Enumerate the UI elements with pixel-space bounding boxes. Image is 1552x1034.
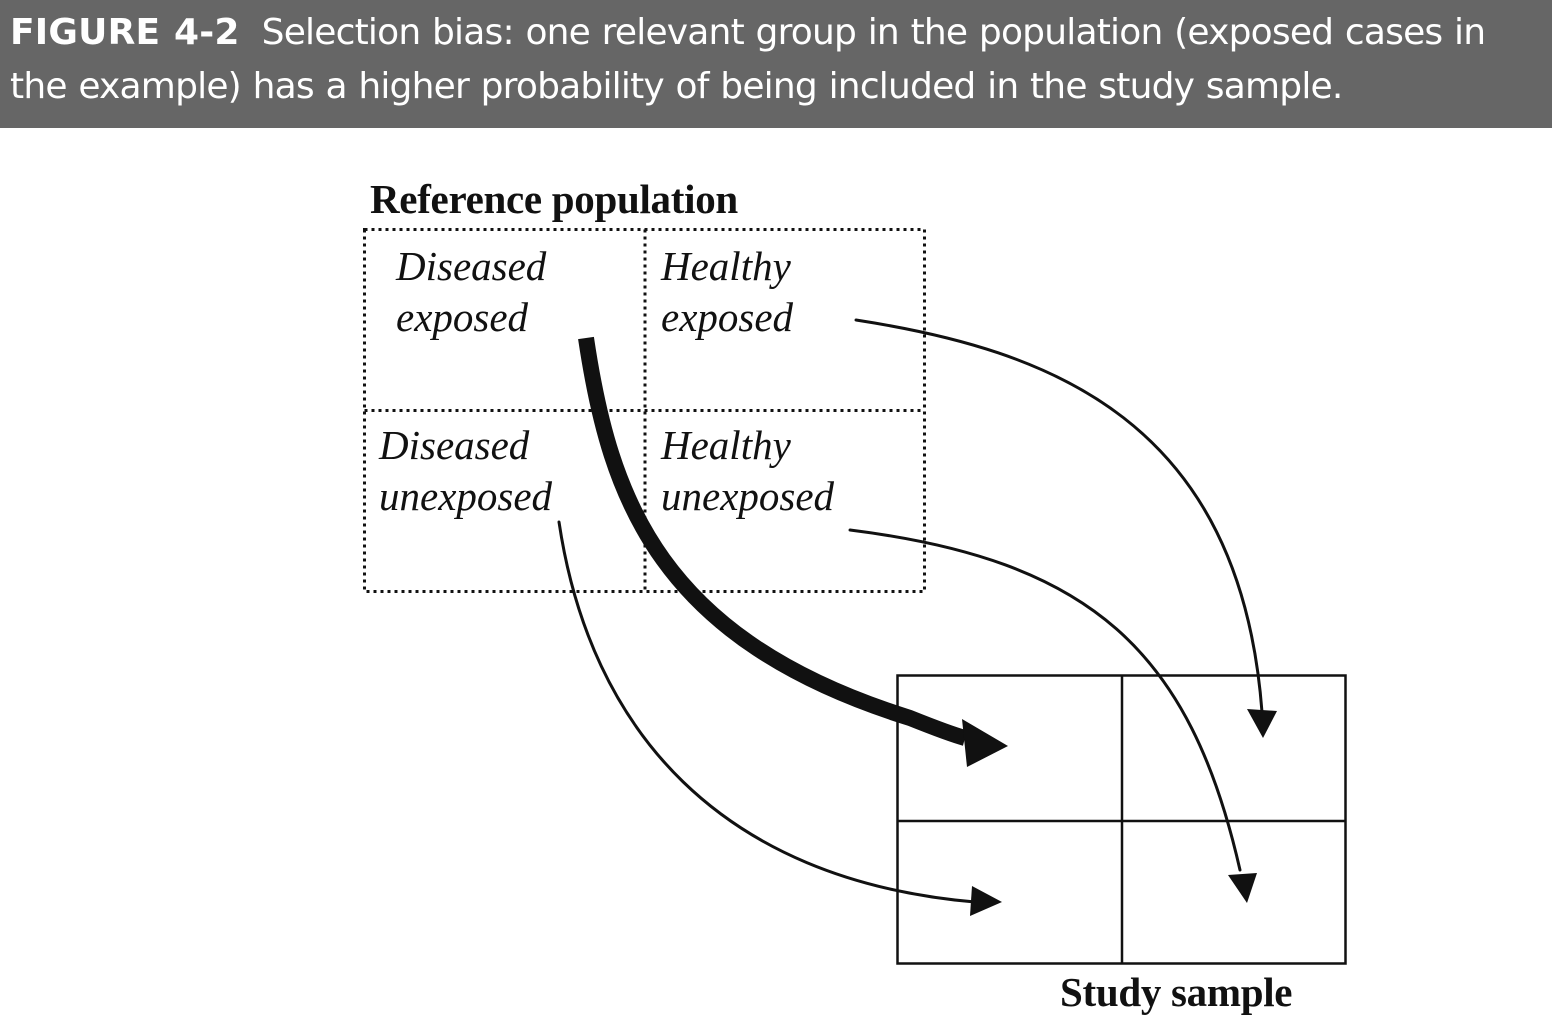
arrow-diseased-unexposed [557,520,977,904]
label-healthy-unexposed: Healthy unexposed [661,420,834,522]
label-diseased-unexposed-line2: unexposed [379,473,553,519]
label-diseased-unexposed-line1: Diseased [379,422,530,468]
arrow-diseased-exposed-thick [578,336,968,746]
reference-population-title: Reference population [370,176,738,222]
study-sample-title: Study sample [1060,969,1293,1015]
arrowhead-healthy-exposed [1247,709,1277,738]
label-healthy-unexposed-line1: Healthy [661,422,791,468]
selection-arrows [557,318,1264,904]
arrowhead-diseased-exposed [962,719,1008,767]
arrow-healthy-unexposed [848,528,1242,872]
label-healthy-unexposed-line2: unexposed [661,473,835,519]
label-healthy-exposed-line1: Healthy [661,243,791,289]
figure-caption: FIGURE 4-2 Selection bias: one relevant g… [10,6,1542,114]
label-healthy-exposed-line2: exposed [661,294,794,340]
label-diseased-exposed-line2: exposed [396,294,529,340]
arrowhead-diseased-unexposed [970,886,1002,916]
arrow-healthy-exposed [854,318,1264,714]
figure-number: FIGURE 4-2 [10,12,240,53]
figure-caption-bar: FIGURE 4-2 Selection bias: one relevant g… [0,0,1552,128]
label-healthy-exposed: Healthy exposed [661,241,793,343]
label-diseased-unexposed: Diseased unexposed [379,420,552,522]
label-diseased-exposed: Diseased exposed [396,241,546,343]
arrowhead-healthy-unexposed [1228,873,1257,903]
arrowheads [962,709,1277,916]
figure-caption-text: Selection bias: one relevant group in th… [10,12,1486,107]
label-diseased-exposed-line1: Diseased [396,243,547,289]
study-sample-grid [896,674,1347,965]
